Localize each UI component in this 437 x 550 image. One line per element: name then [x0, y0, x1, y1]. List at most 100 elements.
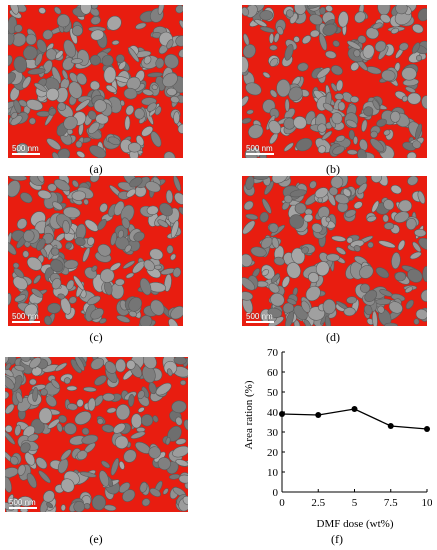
- particle: [276, 26, 284, 35]
- particle: [337, 101, 346, 111]
- particle: [60, 478, 75, 493]
- particle: [83, 386, 97, 393]
- particle: [289, 214, 304, 229]
- particle: [105, 84, 117, 93]
- particle: [172, 267, 182, 278]
- scale-bar: 500 nm: [9, 498, 37, 509]
- particle: [63, 39, 76, 58]
- particle: [242, 95, 249, 107]
- caption-e: (e): [89, 532, 103, 546]
- particle: [254, 19, 268, 27]
- particle: [359, 265, 374, 279]
- particle: [119, 100, 125, 107]
- particle: [321, 130, 333, 141]
- particle: [397, 239, 406, 251]
- particle: [354, 11, 366, 24]
- scale-bar-line: [246, 321, 274, 323]
- sem-image-d: 500 nm: [242, 176, 427, 326]
- particle: [116, 315, 131, 323]
- particle: [38, 7, 46, 14]
- particle: [71, 180, 79, 188]
- particle: [390, 184, 402, 195]
- particle: [370, 176, 382, 183]
- particle: [63, 206, 81, 219]
- particle: [166, 245, 174, 254]
- particle: [405, 86, 416, 93]
- particle: [54, 6, 62, 15]
- particle: [417, 190, 426, 205]
- particle: [126, 76, 141, 91]
- particle: [325, 5, 333, 12]
- particle: [326, 253, 340, 262]
- particle: [32, 387, 39, 402]
- particle: [23, 45, 38, 61]
- data-point: [315, 412, 322, 418]
- particle: [170, 253, 177, 261]
- particle: [301, 246, 309, 254]
- particle: [332, 40, 340, 47]
- particle: [89, 54, 101, 66]
- particle: [63, 116, 78, 130]
- particle: [110, 457, 120, 476]
- particle: [5, 367, 14, 377]
- particle: [245, 82, 262, 96]
- particle: [166, 39, 174, 49]
- particle: [319, 6, 326, 15]
- caption-f: (f): [331, 532, 343, 546]
- particle: [413, 318, 420, 325]
- particle: [19, 357, 31, 362]
- particle-map-b: [242, 5, 427, 158]
- particle: [393, 211, 410, 223]
- particle: [128, 297, 142, 312]
- particle: [401, 95, 409, 102]
- particle: [268, 33, 275, 44]
- particle: [248, 124, 264, 139]
- particle: [139, 277, 152, 296]
- y-tick-label: 20: [267, 447, 279, 459]
- particle: [314, 187, 329, 199]
- particle: [100, 268, 115, 283]
- particle: [384, 322, 398, 326]
- particle: [70, 58, 83, 64]
- particle: [330, 65, 343, 76]
- data-point: [387, 423, 394, 429]
- particle: [164, 53, 179, 69]
- particle: [242, 277, 255, 291]
- particle: [135, 22, 147, 30]
- particle: [376, 118, 387, 127]
- particle: [293, 116, 307, 130]
- particle: [175, 438, 187, 445]
- particle: [130, 413, 143, 429]
- particle: [106, 15, 122, 31]
- particle: [245, 213, 259, 220]
- particle: [304, 319, 312, 326]
- particle: [303, 213, 314, 223]
- particle: [87, 110, 97, 120]
- particle: [259, 26, 275, 33]
- particle: [381, 69, 396, 82]
- particle: [362, 44, 375, 59]
- particle: [50, 379, 61, 389]
- particle: [163, 151, 176, 158]
- particle: [308, 272, 320, 283]
- particle: [14, 424, 22, 436]
- particle: [35, 457, 48, 469]
- particle: [335, 246, 347, 255]
- particle: [250, 246, 267, 258]
- particle: [383, 129, 391, 136]
- particle: [33, 274, 41, 284]
- particle: [8, 180, 21, 198]
- x-tick-label: 10: [422, 497, 433, 509]
- particle: [361, 119, 368, 132]
- particle: [325, 216, 331, 223]
- particle: [260, 236, 273, 249]
- particle: [173, 111, 180, 125]
- particle: [383, 199, 395, 211]
- sem-image-e: 500 nm: [5, 357, 188, 512]
- particle: [46, 87, 60, 101]
- particle: [346, 149, 358, 155]
- particle: [344, 209, 357, 218]
- particle: [155, 382, 172, 396]
- particle: [154, 106, 162, 116]
- y-tick-label: 30: [267, 427, 279, 439]
